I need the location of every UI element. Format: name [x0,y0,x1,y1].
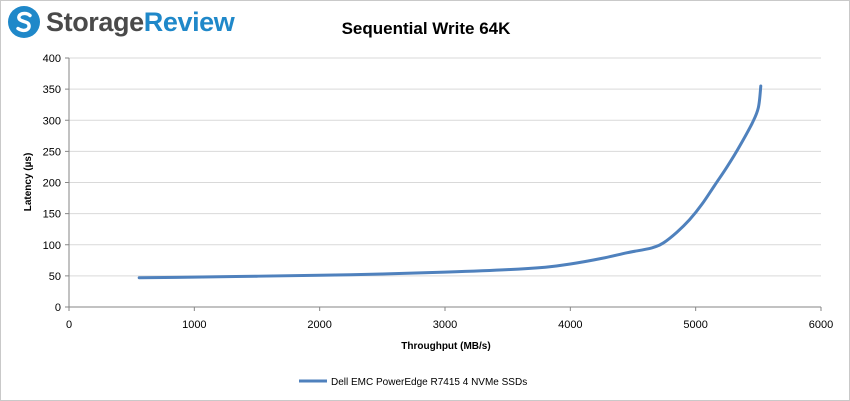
gridlines [69,57,821,277]
y-tick-label-100: 100 [43,240,61,252]
storagereview-logo-icon [8,6,40,38]
brand-logo: StorageReview [7,5,235,39]
x-tick-label-1000: 1000 [182,319,206,331]
x-tick-label-0: 0 [66,319,72,331]
series-layer [137,84,763,280]
brand-name: StorageReview [46,6,235,38]
x-tick-label-5000: 5000 [683,319,707,331]
x-tick-label-6000: 6000 [809,319,833,331]
y-tick-label-300: 300 [43,115,61,127]
y-axis-label: Latency (µs) [23,153,34,212]
y-tick-label-350: 350 [43,84,61,96]
y-tick-labels: 0 50 100 150 200 250 300 350 400 [43,53,69,314]
x-tick-label-3000: 3000 [433,319,457,331]
chart-title: Sequential Write 64K [342,19,512,38]
x-tick-label-2000: 2000 [307,319,331,331]
x-axis-label: Throughput (MB/s) [401,341,490,352]
y-tick-label-150: 150 [43,209,61,221]
x-tick-label-4000: 4000 [558,319,582,331]
brand-name-part2: Review [143,6,235,37]
brand-name-part1: Storage [46,6,144,37]
y-tick-label-400: 400 [43,53,61,65]
y-tick-label-250: 250 [43,146,61,158]
y-tick-label-200: 200 [43,178,61,190]
y-tick-label-0: 0 [55,302,61,314]
y-tick-label-50: 50 [49,271,61,283]
legend: Dell EMC PowerEdge R7415 4 NVMe SSDs [299,377,527,388]
series-line-0 [137,84,763,280]
x-tick-labels: 0 1000 2000 3000 4000 5000 6000 [66,307,833,331]
legend-entry: Dell EMC PowerEdge R7415 4 NVMe SSDs [331,377,527,388]
